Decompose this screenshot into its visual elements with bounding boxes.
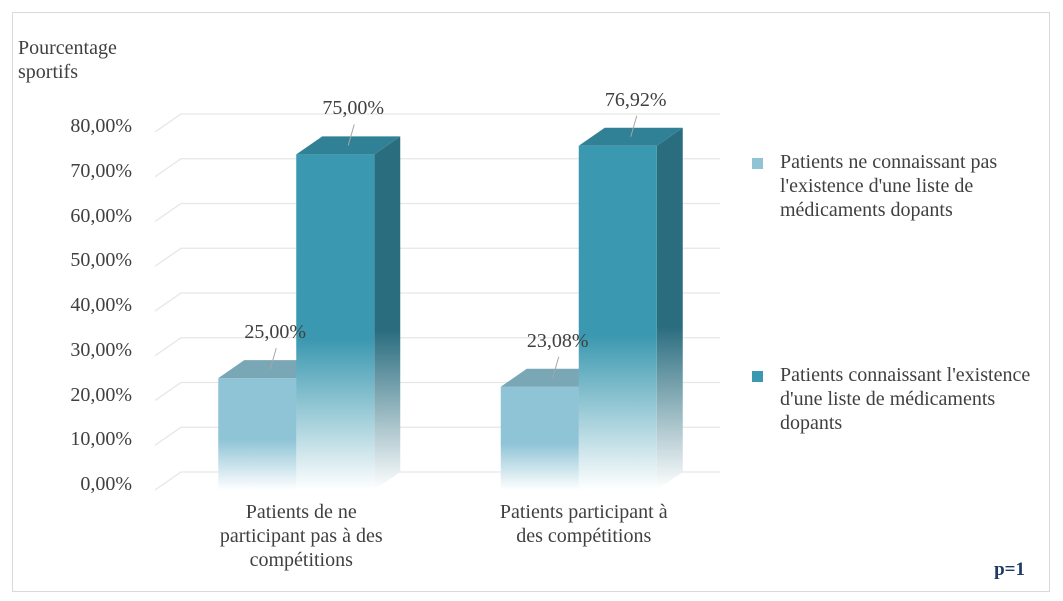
leader-line [347, 124, 355, 146]
bar-front [218, 378, 297, 490]
grid-line [154, 158, 720, 178]
y-tick-label: 70,00% [70, 159, 132, 182]
y-tick-label: 80,00% [70, 115, 132, 137]
y-axis-label: Pourcentage sportifs [18, 37, 117, 83]
legend-swatch [752, 158, 763, 169]
bar-front [500, 386, 579, 490]
legend-label: Patients ne connaissant pas l'existence … [780, 151, 998, 221]
grid-line [154, 247, 720, 267]
x-tick-label: Patients participant à des compétitions [499, 501, 668, 547]
leader-line [552, 356, 560, 378]
grid-line [154, 113, 720, 133]
legend-swatch [752, 371, 763, 382]
value-label: 23,08% [526, 329, 589, 352]
y-tick-label: 30,00% [70, 338, 132, 361]
bar-front [296, 154, 375, 490]
y-tick-label: 20,00% [70, 383, 132, 406]
legend-label: Patients connaissant l'existence d'une l… [780, 364, 1031, 434]
grid-line [154, 337, 720, 357]
bar-side [656, 127, 683, 491]
y-tick-label: 10,00% [70, 428, 132, 451]
bar [296, 136, 401, 490]
y-tick-label: 60,00% [70, 204, 132, 227]
annotation: p=1 [994, 559, 1025, 580]
leader-line [630, 115, 638, 137]
grid-line [154, 202, 720, 223]
x-tick-label: Patients de ne participant pas à des com… [219, 501, 383, 571]
bar [578, 127, 683, 491]
y-tick-label: 0,00% [80, 473, 132, 495]
grid-line [154, 292, 720, 312]
bar-front [578, 145, 657, 490]
bar-side [374, 136, 401, 490]
y-tick-label: 50,00% [70, 249, 132, 272]
value-label: 76,92% [604, 88, 667, 111]
y-tick-label: 40,00% [70, 294, 132, 316]
value-label: 25,00% [244, 321, 307, 344]
chart-border [12, 12, 1050, 592]
value-label: 75,00% [322, 97, 385, 120]
leader-line [269, 347, 277, 370]
